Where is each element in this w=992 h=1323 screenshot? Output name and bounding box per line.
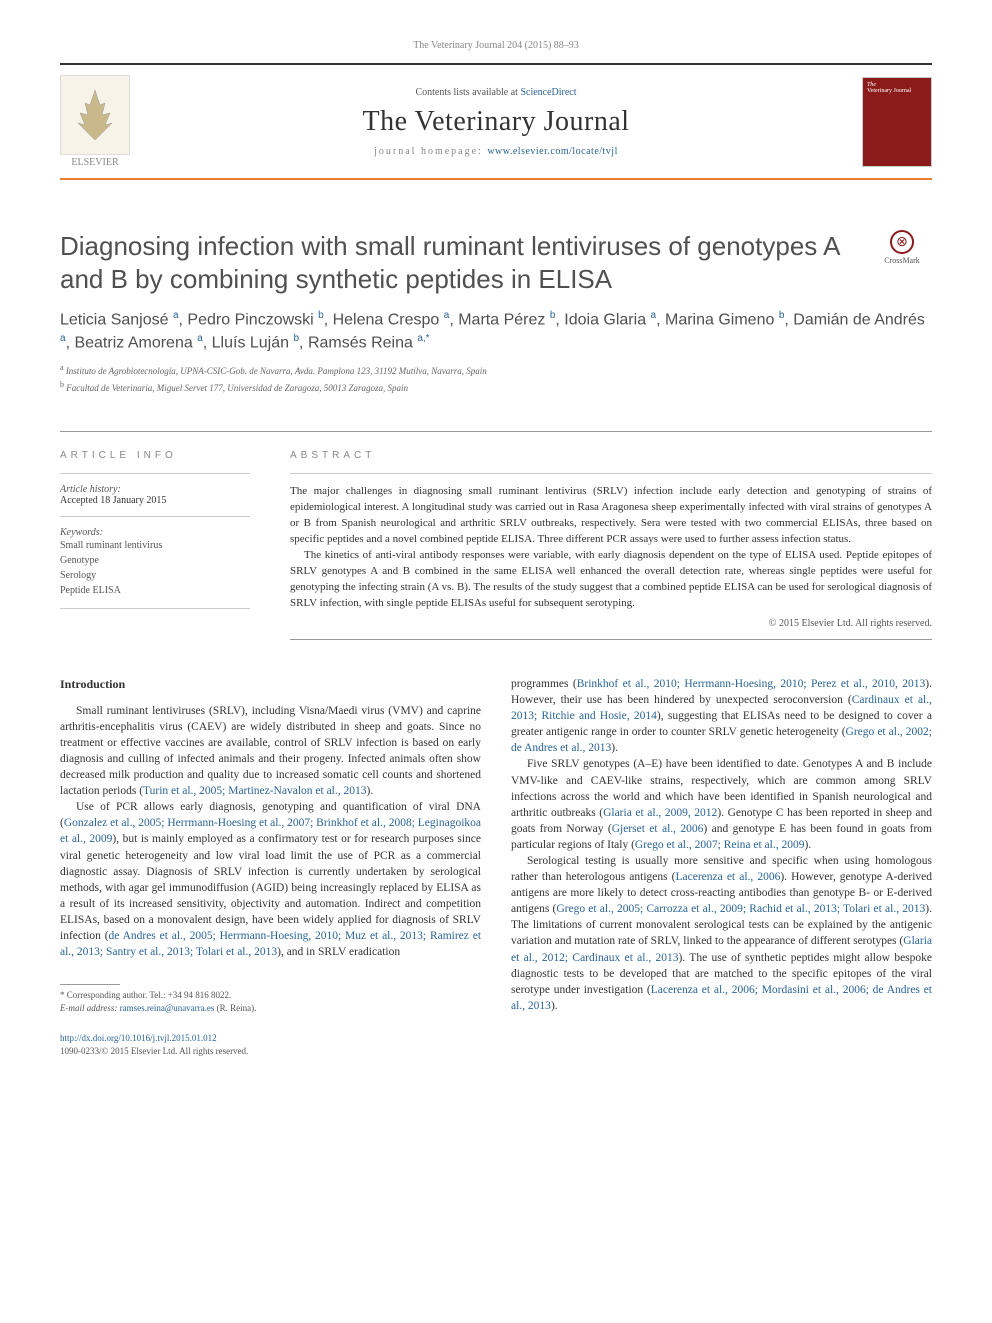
masthead-center: Contents lists available at ScienceDirec… [148, 87, 844, 157]
crossmark-label: CrossMark [884, 256, 920, 265]
keyword: Genotype [60, 553, 250, 568]
contents-prefix: Contents lists available at [415, 87, 520, 98]
crossmark-badge[interactable]: ⊗ CrossMark [872, 230, 932, 265]
sciencedirect-link[interactable]: ScienceDirect [520, 87, 576, 98]
abstract-para: The kinetics of anti-viral antibody resp… [290, 548, 932, 612]
doi-link[interactable]: http://dx.doi.org/10.1016/j.tvjl.2015.01… [60, 1033, 217, 1043]
author-list: Leticia Sanjosé a, Pedro Pinczowski b, H… [60, 309, 932, 354]
journal-name: The Veterinary Journal [148, 106, 844, 138]
history-label: Article history: [60, 484, 250, 495]
abstract-text: The major challenges in diagnosing small… [290, 484, 932, 612]
elsevier-tree-icon [60, 75, 130, 155]
journal-cover-thumb: The Veterinary Journal [862, 77, 932, 167]
footnotes: * Corresponding author. Tel.: +34 94 816… [60, 989, 481, 1014]
masthead: ELSEVIER Contents lists available at Sci… [60, 63, 932, 180]
body-para: programmes (Brinkhof et al., 2010; Herrm… [511, 676, 932, 756]
corresponding-author: * Corresponding author. Tel.: +34 94 816… [60, 989, 481, 1002]
left-column: Introduction Small ruminant lentiviruses… [60, 676, 481, 1058]
abstract-para: The major challenges in diagnosing small… [290, 484, 932, 548]
affiliation-a: a Instituto de Agrobiotecnología, UPNA-C… [60, 362, 932, 379]
issn-copyright: 1090-0233/© 2015 Elsevier Ltd. All right… [60, 1046, 248, 1056]
accepted-date: Accepted 18 January 2015 [60, 495, 250, 506]
keyword: Small ruminant lentivirus [60, 538, 250, 553]
body-para: Serological testing is usually more sens… [511, 853, 932, 1014]
intro-heading: Introduction [60, 676, 481, 693]
keyword: Serology [60, 568, 250, 583]
homepage-link[interactable]: www.elsevier.com/locate/tvjl [487, 146, 618, 157]
abstract-column: ABSTRACT The major challenges in diagnos… [290, 450, 932, 640]
body-para: Small ruminant lentiviruses (SRLV), incl… [60, 703, 481, 800]
abstract-heading: ABSTRACT [290, 450, 932, 461]
doi-block: http://dx.doi.org/10.1016/j.tvjl.2015.01… [60, 1032, 481, 1057]
affiliations: a Instituto de Agrobiotecnología, UPNA-C… [60, 362, 932, 395]
article-info-column: ARTICLE INFO Article history: Accepted 1… [60, 450, 250, 640]
publisher-name: ELSEVIER [60, 157, 130, 168]
body-two-column: Introduction Small ruminant lentiviruses… [60, 676, 932, 1058]
abstract-copyright: © 2015 Elsevier Ltd. All rights reserved… [290, 618, 932, 629]
keywords-label: Keywords: [60, 527, 250, 538]
body-para: Use of PCR allows early diagnosis, genot… [60, 799, 481, 960]
running-header: The Veterinary Journal 204 (2015) 88–93 [60, 40, 932, 51]
homepage-line: journal homepage: www.elsevier.com/locat… [148, 146, 844, 157]
publisher-logo-block: ELSEVIER [60, 75, 130, 168]
affiliation-b: b Facultad de Veterinaria, Miguel Servet… [60, 379, 932, 396]
article-title: Diagnosing infection with small ruminant… [60, 230, 852, 295]
keyword: Peptide ELISA [60, 583, 250, 598]
cover-word-2: Veterinary [867, 88, 892, 94]
corr-email-link[interactable]: ramses.reina@unavarra.es [120, 1003, 215, 1013]
right-column: programmes (Brinkhof et al., 2010; Herrm… [511, 676, 932, 1058]
keywords-list: Small ruminant lentivirus Genotype Serol… [60, 538, 250, 598]
contents-line: Contents lists available at ScienceDirec… [148, 87, 844, 98]
email-line: E-mail address: ramses.reina@unavarra.es… [60, 1002, 481, 1015]
article-info-heading: ARTICLE INFO [60, 450, 250, 461]
crossmark-icon: ⊗ [890, 230, 914, 254]
body-para: Five SRLV genotypes (A–E) have been iden… [511, 756, 932, 853]
cover-word-3: Journal [894, 88, 912, 94]
homepage-prefix: journal homepage: [374, 146, 487, 157]
